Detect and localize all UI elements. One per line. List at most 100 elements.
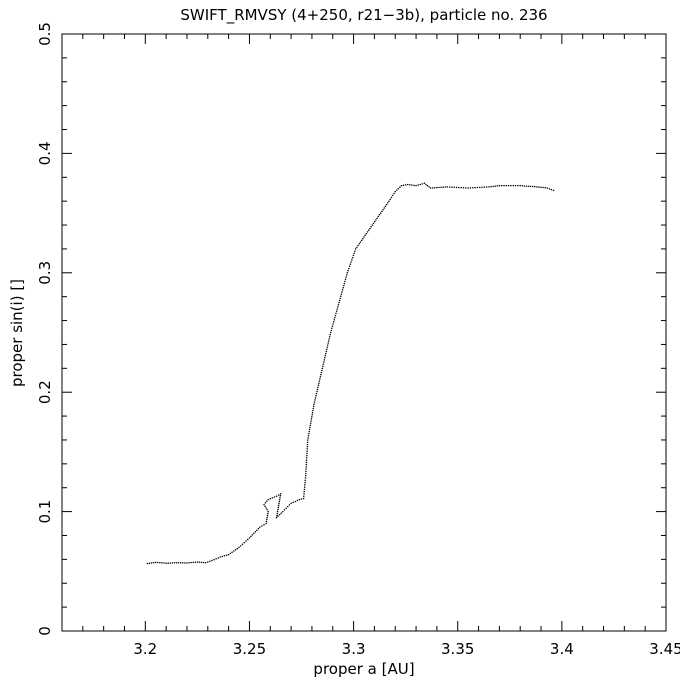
data-point xyxy=(306,448,308,450)
data-point xyxy=(514,184,517,187)
data-point xyxy=(352,254,355,257)
data-point xyxy=(167,562,169,564)
data-point xyxy=(316,388,319,391)
data-point xyxy=(548,188,551,190)
data-point xyxy=(277,508,279,511)
data-point xyxy=(366,231,369,233)
data-point xyxy=(341,291,343,293)
data-point xyxy=(383,207,385,209)
data-point xyxy=(413,184,415,187)
data-point xyxy=(283,509,286,511)
data-point xyxy=(304,477,307,479)
x-tick-label: 3.3 xyxy=(342,640,366,658)
data-point xyxy=(531,185,534,188)
data-point xyxy=(354,248,357,250)
y-axis-label: proper sin(i) [] xyxy=(8,279,26,387)
data-point xyxy=(231,551,233,553)
data-point xyxy=(342,286,344,289)
y-tick-label: 0.4 xyxy=(36,141,54,165)
data-point xyxy=(494,185,496,187)
data-point xyxy=(288,504,291,506)
data-point xyxy=(264,505,266,507)
data-point xyxy=(462,187,465,189)
data-point xyxy=(254,530,257,533)
data-point xyxy=(171,562,174,564)
data-point xyxy=(523,185,526,187)
x-tick-label: 3.45 xyxy=(649,640,680,658)
data-point xyxy=(379,212,382,214)
data-point xyxy=(434,186,436,189)
data-point xyxy=(388,200,390,202)
y-tick-label: 0 xyxy=(36,626,54,636)
data-point xyxy=(368,229,370,231)
data-point xyxy=(428,186,430,188)
data-point xyxy=(455,186,458,189)
data-point xyxy=(287,505,289,508)
data-point xyxy=(334,316,336,319)
data-point xyxy=(505,184,508,187)
data-point xyxy=(325,352,327,355)
data-point xyxy=(363,236,365,238)
data-point xyxy=(278,513,281,516)
data-point xyxy=(335,312,337,315)
y-tick-label: 0.2 xyxy=(36,380,54,404)
data-point xyxy=(318,382,320,384)
data-point xyxy=(278,500,281,503)
data-point xyxy=(406,183,409,186)
data-point xyxy=(323,361,325,363)
data-point xyxy=(378,214,381,216)
data-point xyxy=(343,284,345,287)
y-tick-label: 0.1 xyxy=(36,500,54,524)
data-point xyxy=(344,280,346,283)
data-point xyxy=(257,527,260,530)
chart-title: SWIFT_RMVSY (4+250, r21−3b), particle no… xyxy=(180,6,547,25)
data-point xyxy=(184,562,186,564)
data-point xyxy=(238,546,240,549)
data-point xyxy=(305,466,307,468)
data-point xyxy=(415,184,417,187)
data-point xyxy=(157,561,159,564)
data-point xyxy=(360,239,363,242)
data-point xyxy=(338,301,340,304)
data-point xyxy=(322,365,324,367)
data-point xyxy=(326,346,328,348)
data-point xyxy=(278,498,281,501)
data-point xyxy=(534,185,536,188)
data-point xyxy=(306,450,308,452)
data-point xyxy=(294,500,297,503)
data-point xyxy=(375,219,377,221)
data-point xyxy=(302,497,305,500)
data-point xyxy=(223,555,226,557)
data-point xyxy=(265,522,267,525)
data-point xyxy=(394,190,396,193)
data-point xyxy=(246,538,249,541)
data-point xyxy=(146,562,149,565)
data-point xyxy=(285,507,287,510)
data-point xyxy=(250,535,252,538)
data-point xyxy=(409,183,411,186)
data-point xyxy=(362,237,364,240)
data-point xyxy=(277,506,280,509)
data-point xyxy=(276,510,279,513)
data-point xyxy=(527,185,530,187)
x-axis-label: proper a [AU] xyxy=(313,660,414,678)
data-point xyxy=(337,304,340,306)
data-point xyxy=(542,186,544,189)
data-point xyxy=(278,502,280,505)
data-point xyxy=(213,558,215,561)
data-point xyxy=(305,459,308,461)
data-point xyxy=(229,552,232,555)
data-point xyxy=(163,562,165,564)
data-point xyxy=(266,514,269,517)
data-point xyxy=(344,278,347,280)
data-point xyxy=(165,562,167,564)
data-point xyxy=(507,184,510,187)
data-point xyxy=(399,186,401,188)
data-point xyxy=(525,185,528,187)
data-point xyxy=(498,184,501,187)
data-point xyxy=(305,472,307,475)
data-point xyxy=(419,183,421,186)
data-point xyxy=(357,244,359,247)
data-point xyxy=(349,263,352,265)
